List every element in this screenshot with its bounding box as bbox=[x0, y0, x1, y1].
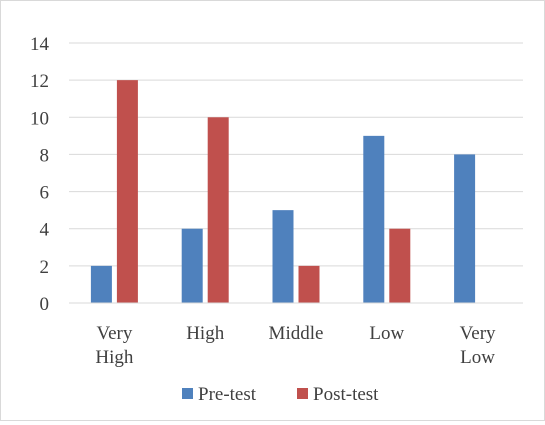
y-axis-ticks: 0 2 4 6 8 10 12 14 bbox=[30, 34, 50, 315]
legend-label: Post-test bbox=[313, 384, 379, 405]
legend: Pre-test Post-test bbox=[182, 384, 379, 405]
x-tick-label: Very bbox=[96, 323, 132, 344]
bar-pre-test-3 bbox=[363, 135, 385, 303]
y-tick-label: 2 bbox=[40, 257, 50, 278]
y-tick-label: 0 bbox=[40, 294, 50, 315]
bar-post-test-3 bbox=[389, 228, 411, 303]
gridlines bbox=[69, 42, 523, 267]
y-tick-label: 10 bbox=[30, 108, 49, 129]
bar-post-test-2 bbox=[298, 265, 320, 303]
x-tick-label: Very bbox=[460, 323, 496, 344]
y-tick-label: 8 bbox=[40, 145, 50, 166]
legend-swatch-pre-test bbox=[182, 388, 193, 399]
bar-pre-test-2 bbox=[272, 210, 294, 303]
y-tick-label: 6 bbox=[40, 183, 50, 204]
y-tick-label: 12 bbox=[30, 71, 49, 92]
y-tick-label: 14 bbox=[30, 34, 50, 55]
x-tick-label: High bbox=[95, 347, 134, 368]
legend-swatch-post-test bbox=[297, 388, 308, 399]
bar-pre-test-4 bbox=[454, 154, 476, 303]
x-tick-label: Middle bbox=[269, 323, 324, 344]
bar-post-test-0 bbox=[116, 80, 138, 304]
bar-pre-test-0 bbox=[90, 265, 112, 303]
x-axis-ticks: Very High High Middle Low Very Low bbox=[95, 323, 496, 368]
legend-label: Pre-test bbox=[198, 384, 257, 405]
x-tick-label: Low bbox=[460, 347, 495, 368]
x-tick-label: High bbox=[186, 323, 225, 344]
y-tick-label: 4 bbox=[40, 220, 50, 241]
bar-post-test-1 bbox=[207, 117, 229, 304]
bar-pre-test-1 bbox=[181, 228, 203, 303]
bars bbox=[90, 80, 476, 304]
x-tick-label: Low bbox=[369, 323, 404, 344]
